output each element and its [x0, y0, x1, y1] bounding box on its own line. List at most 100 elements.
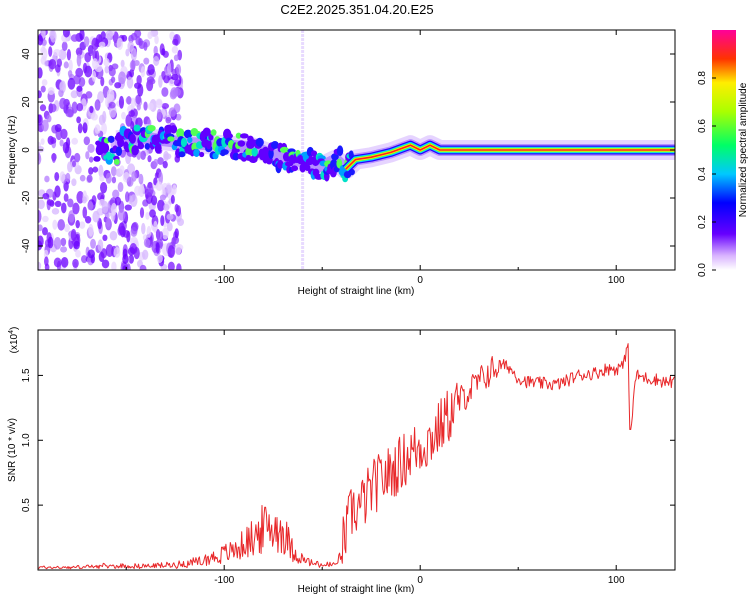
- interference-dot: [301, 190, 305, 193]
- signal-blob: [239, 133, 249, 139]
- signal-blob: [193, 148, 200, 158]
- interference-dot: [301, 250, 305, 253]
- noise-blob: [109, 230, 118, 241]
- noise-blob: [59, 139, 64, 147]
- snr-panel: -100 0 100 0.5 1.0 1.5 Height of straight lin…: [7, 327, 676, 595]
- noise-blob: [76, 53, 82, 67]
- noise-blob: [67, 70, 73, 78]
- noise-blob: [105, 244, 114, 257]
- signal-blob: [93, 156, 101, 162]
- noise-blob: [134, 185, 142, 196]
- signal-blob: [167, 136, 175, 142]
- noise-blob: [166, 213, 174, 220]
- interference-dot: [301, 46, 305, 49]
- noise-blob: [72, 258, 79, 268]
- noise-blob: [121, 111, 126, 120]
- noise-blob: [38, 153, 42, 165]
- noise-blob: [140, 66, 146, 78]
- interference-dot: [301, 182, 305, 185]
- interference-dot: [301, 174, 305, 177]
- interference-dot: [301, 70, 305, 73]
- spectrogram-panel: -100 0 100 -40 -20 0 20 40 Height of straight l…: [7, 29, 676, 297]
- noise-blob: [127, 40, 135, 53]
- noise-blob: [168, 107, 177, 117]
- noise-blob: [125, 191, 130, 203]
- noise-blob: [111, 176, 117, 184]
- colorbar-label: Normalized spectral amplitude: [738, 82, 749, 217]
- signal-blobs: [93, 124, 355, 183]
- noise-blob: [79, 221, 86, 229]
- noise-blob: [154, 35, 159, 45]
- noise-blob: [42, 215, 49, 223]
- spec-ytick-label: 40: [21, 48, 32, 60]
- signal-blob: [129, 133, 136, 144]
- noise-blob: [41, 119, 49, 132]
- noise-blob: [85, 91, 93, 99]
- interference-dot: [301, 134, 305, 137]
- noise-blob: [91, 70, 97, 82]
- noise-blob: [167, 245, 175, 259]
- noise-blob: [135, 94, 142, 105]
- interference-dot: [301, 246, 305, 249]
- noise-blob: [108, 67, 116, 77]
- noise-blob: [84, 216, 92, 224]
- interference-dot: [301, 94, 305, 97]
- noise-blob: [172, 38, 179, 46]
- interference-dot: [301, 142, 305, 145]
- noise-blob: [155, 181, 163, 191]
- snr-ylabel: SNR (10 * v/v): [7, 418, 18, 482]
- signal-blob: [202, 127, 211, 137]
- noise-blob: [142, 249, 149, 260]
- noise-blob: [88, 223, 94, 237]
- noise-blob: [149, 209, 156, 218]
- noise-blob: [73, 240, 80, 250]
- interference-dot: [301, 254, 305, 257]
- interference-dot: [301, 198, 305, 201]
- noise-blob: [88, 156, 94, 163]
- noise-blob: [50, 30, 57, 43]
- noise-blob: [94, 99, 101, 111]
- colorbar: 0.0 0.2 0.4 0.6 0.8 Normalized spectral ampl…: [697, 30, 749, 277]
- interference-dot: [301, 226, 305, 229]
- noise-blob: [49, 103, 57, 113]
- noise-blob: [90, 254, 96, 264]
- noise-blob: [141, 222, 146, 235]
- noise-blob: [53, 48, 61, 57]
- signal-blob: [304, 164, 311, 172]
- noise-blob: [62, 30, 70, 38]
- colorbar-ticks: 0.0 0.2 0.4 0.6 0.8: [697, 71, 716, 277]
- noise-blob: [114, 82, 122, 89]
- signal-blob: [224, 132, 234, 139]
- snr-xtick-label: -100: [214, 575, 234, 586]
- noise-blob: [60, 202, 67, 214]
- noise-blob: [73, 74, 81, 85]
- interference-dot: [301, 42, 305, 45]
- interference-dot: [301, 86, 305, 89]
- noise-blob: [48, 59, 57, 70]
- noise-blob: [92, 166, 99, 173]
- cb-tick-label: 0.0: [697, 263, 708, 277]
- noise-blobs: [38, 30, 185, 270]
- noise-blob: [44, 263, 50, 270]
- noise-blob: [110, 166, 117, 177]
- noise-blob: [165, 116, 172, 124]
- noise-blob: [71, 160, 77, 168]
- signal-blob: [290, 165, 299, 172]
- noise-blob: [60, 237, 67, 247]
- noise-blob: [162, 160, 168, 169]
- noise-blob: [108, 101, 116, 109]
- noise-blob: [145, 212, 150, 220]
- noise-blob: [172, 87, 181, 97]
- noise-blob: [122, 254, 129, 265]
- noise-blob: [98, 164, 104, 178]
- signal-blob: [170, 125, 178, 134]
- snr-series-line: [38, 343, 675, 570]
- interference-dot: [301, 78, 305, 81]
- interference-dot: [301, 194, 305, 197]
- noise-blob: [100, 76, 105, 87]
- noise-blob: [156, 254, 163, 263]
- noise-blob: [76, 102, 84, 112]
- noise-blob: [39, 104, 47, 112]
- noise-blob: [38, 67, 43, 79]
- noise-blob: [101, 201, 109, 214]
